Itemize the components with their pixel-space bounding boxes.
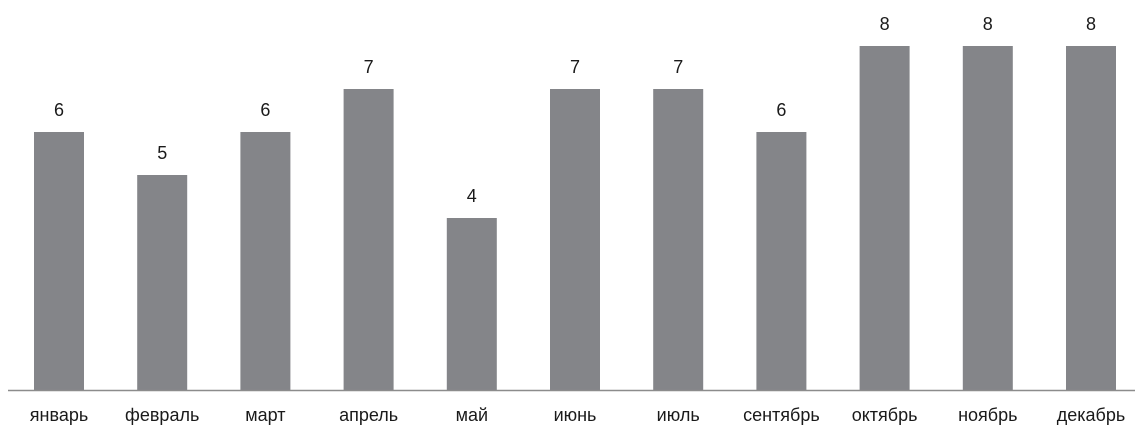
x-tick-label-6: июнь <box>554 405 597 425</box>
x-tick-label-7: июль <box>657 405 700 425</box>
x-tick-label-9: октябрь <box>852 405 918 425</box>
x-tick-label-2: февраль <box>125 405 199 425</box>
bar-5 <box>446 218 497 390</box>
bar-6 <box>550 89 600 390</box>
bar-8 <box>756 132 807 390</box>
x-tick-label-3: март <box>245 405 285 425</box>
value-label-5: 4 <box>467 186 477 206</box>
bar-9 <box>859 46 910 390</box>
x-tick-label-8: сентябрь <box>743 405 820 425</box>
value-labels-layer: 6 5 6 7 4 7 7 6 8 8 8 <box>54 14 1096 206</box>
x-tick-label-5: май <box>456 405 488 425</box>
x-tick-label-11: декабрь <box>1057 405 1126 425</box>
bar-11 <box>1066 46 1116 390</box>
bar-1 <box>34 132 84 390</box>
x-tick-label-1: январь <box>30 405 88 425</box>
value-label-7: 7 <box>673 57 683 77</box>
bar-2 <box>137 175 188 390</box>
value-label-1: 6 <box>54 100 64 120</box>
value-label-8: 6 <box>776 100 786 120</box>
bar-4 <box>343 89 394 390</box>
value-label-4: 7 <box>364 57 374 77</box>
value-label-10: 8 <box>983 14 993 34</box>
x-tick-label-4: апрель <box>339 405 398 425</box>
bar-3 <box>240 132 291 390</box>
bar-10 <box>962 46 1013 390</box>
bar-7 <box>653 89 704 390</box>
value-label-11: 8 <box>1086 14 1096 34</box>
value-label-3: 6 <box>260 100 270 120</box>
x-tick-label-10: ноябрь <box>958 405 1017 425</box>
value-label-9: 8 <box>880 14 890 34</box>
value-label-2: 5 <box>157 143 167 163</box>
value-label-6: 7 <box>570 57 580 77</box>
x-tick-labels-layer: январь февраль март апрель май июнь июль сентяб… <box>30 405 1125 425</box>
bars-layer <box>34 46 1116 390</box>
